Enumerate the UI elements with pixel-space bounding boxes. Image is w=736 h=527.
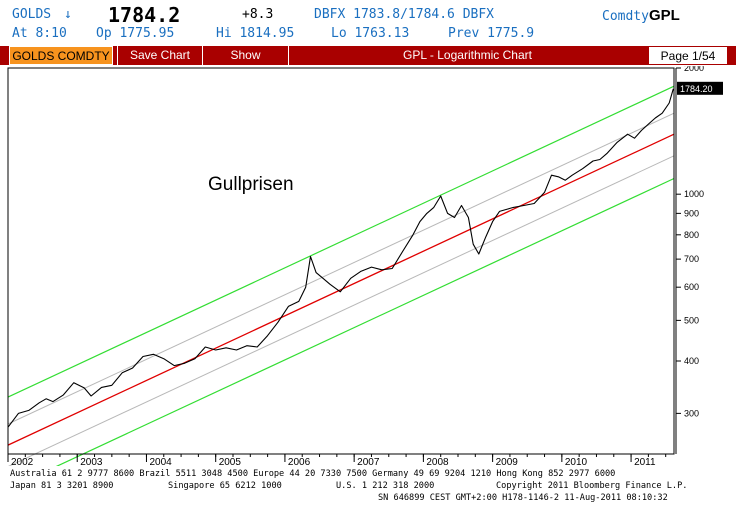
x-tick-label: 2002 [11,457,34,466]
save-chart-button[interactable]: Save Chart [117,46,203,65]
price-change: +8.3 [242,7,274,22]
quote-time: At 8:10 [12,26,67,41]
footer-singapore: Singapore 65 6212 1000 [168,481,282,491]
x-tick-label: 2011 [634,457,656,466]
series-inner-upper-line [7,112,675,425]
quote-header: GOLDS ↓ 1784.2 +8.3 DBFX 1783.8/1784.6 D… [0,0,736,46]
y-tick-label: 800 [684,230,699,240]
chart-area: 2000 1000 900 800 700 600 500 400 300 2002 2003 200… [0,63,736,527]
plot-border [7,67,675,455]
page-indicator[interactable]: Page 1/54 [648,46,728,65]
last-price-label: 1784.20 [680,84,713,94]
x-tick-label: 2007 [357,457,380,466]
last-price-marker: 1784.20 [677,81,723,95]
y-tick-label: 900 [684,208,699,218]
series-channel-upper-line [7,85,675,398]
x-tick-label: 2009 [496,457,519,466]
asset-prefix: Comdty [602,9,649,24]
footer-us: U.S. 1 212 318 2000 [336,481,435,491]
log-price-chart[interactable]: 2000 1000 900 800 700 600 500 400 300 2002 2003 200… [0,63,736,490]
y-tick-label: 400 [684,356,699,366]
footer-japan: Japan 81 3 3201 8900 [10,481,114,491]
x-tick-label: 2005 [219,457,242,466]
series-channel-lower-line [7,177,675,490]
footer-line-1: Australia 61 2 9777 8600 Brazil 5511 304… [10,469,616,479]
down-arrow-icon: ↓ [64,7,72,22]
series-price-line [7,88,674,428]
high-price: Hi 1814.95 [216,26,295,41]
last-price: 1784.2 [108,3,181,27]
toolbar: GOLDS COMDTY Save Chart Show GPL - Logar… [0,46,736,65]
asset-code: GPL [648,7,680,24]
x-tick-label: 2004 [149,457,172,466]
y-tick-label: 300 [684,408,699,418]
x-tick-label: 2008 [426,457,449,466]
series-inner-lower-line [7,155,675,468]
security-field[interactable]: GOLDS COMDTY [9,46,113,65]
x-tick-label: 2003 [80,457,103,466]
prev-close: Prev 1775.9 [448,26,535,41]
footer-session-info: SN 646899 CEST GMT+2:00 H178-1146-2 11-A… [378,493,668,503]
low-price: Lo 1763.13 [331,26,410,41]
y-tick-label: 600 [684,282,699,292]
show-button[interactable]: Show [203,46,289,65]
open-price: Op 1775.95 [96,26,175,41]
asset-class-label: ComdtyGPL [602,7,680,24]
x-tick-label: 2010 [565,457,588,466]
ticker-symbol[interactable]: GOLDS [12,7,52,22]
x-tick-label: 2006 [288,457,311,466]
series-regression-line [7,133,675,446]
footer-copyright: Copyright 2011 Bloomberg Finance L.P. [496,481,688,491]
chart-annotation-title: Gullprisen [208,174,294,195]
chart-title-bar: GPL - Logarithmic Chart [403,48,532,62]
y-tick-label: 500 [684,315,699,325]
y-tick-label: 2000 [684,66,704,73]
y-tick-label: 1000 [684,189,704,199]
y-tick-label: 700 [684,254,699,264]
bid-ask-quote: DBFX 1783.8/1784.6 DBFX [314,7,495,22]
